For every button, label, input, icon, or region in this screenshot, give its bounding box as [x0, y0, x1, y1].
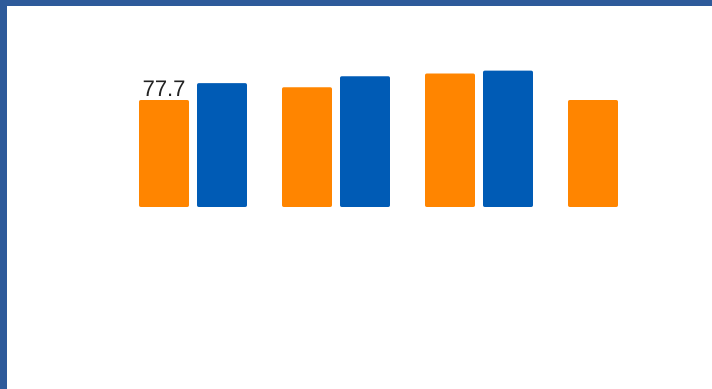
data-labels-group: 77.7: [143, 76, 186, 101]
bar-series-0-item-3: [568, 100, 618, 207]
bar-series-0-item-1: [282, 87, 332, 207]
bar-series-0-item-0: [139, 100, 189, 207]
bars-group: [139, 70, 618, 207]
bar-series-1-item-1: [340, 76, 390, 207]
data-label-0: 77.7: [143, 76, 186, 101]
bar-series-1-item-0: [197, 83, 247, 207]
bar-series-0-item-2: [425, 73, 475, 207]
bar-series-1-item-2: [483, 70, 533, 207]
